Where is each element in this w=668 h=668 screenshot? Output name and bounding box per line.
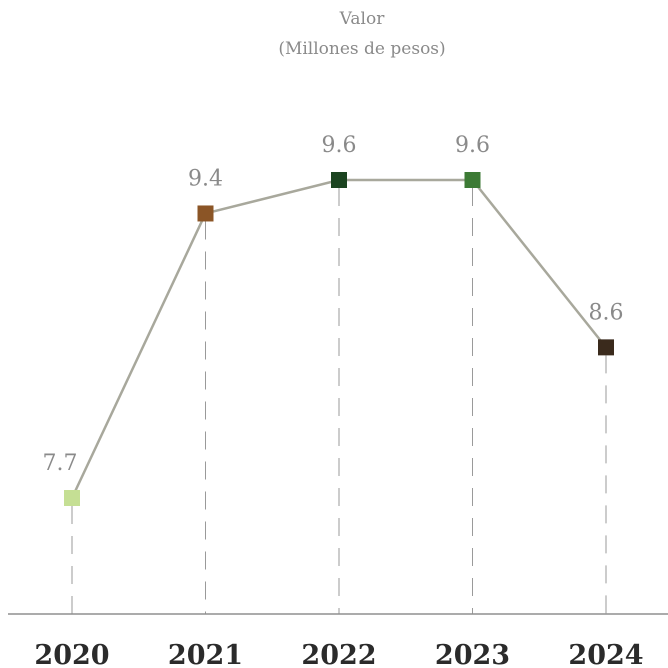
x-tick-label-2023: 2023 [435, 640, 510, 668]
x-tick-label-2021: 2021 [168, 640, 243, 668]
chart-subtitle: (Millones de pesos) [278, 39, 445, 59]
value-labels: 7.7 9.4 9.6 9.6 8.6 [43, 133, 624, 476]
x-tick-label-2020: 2020 [34, 640, 109, 668]
x-tick-label-2022: 2022 [301, 640, 376, 668]
data-point-2020 [64, 490, 80, 506]
data-point-2021 [197, 205, 214, 222]
value-label-2021: 9.4 [188, 166, 223, 191]
data-point-2022 [331, 172, 347, 188]
series-group [64, 172, 614, 506]
x-tick-label-2024: 2024 [568, 640, 643, 668]
value-label-2022: 9.6 [322, 133, 357, 158]
value-label-2023: 9.6 [455, 133, 490, 158]
x-tick-labels: 2020 2021 2022 2023 2024 [34, 640, 643, 668]
value-label-2024: 8.6 [589, 300, 624, 325]
value-label-2020: 7.7 [43, 451, 78, 476]
data-point-2023 [464, 172, 481, 188]
chart-title: Valor [339, 9, 386, 29]
data-point-2024 [598, 339, 614, 356]
drop-lines [71, 188, 607, 614]
